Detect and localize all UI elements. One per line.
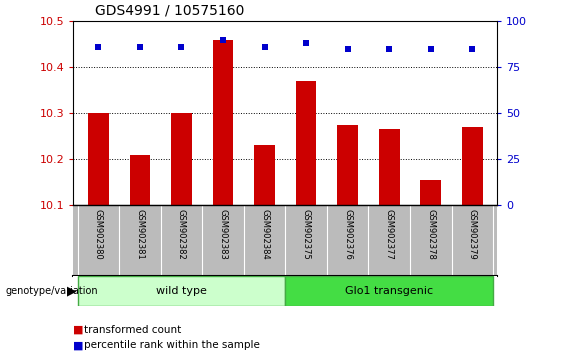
Bar (462, 127, 483, 205)
Bar (337, 125, 358, 205)
Text: wild type: wild type (156, 286, 207, 296)
Text: percentile rank within the sample: percentile rank within the sample (84, 340, 259, 350)
Point (260, 44, 269, 50)
Point (219, 37, 228, 42)
Bar (420, 180, 441, 205)
Point (468, 46, 477, 52)
Text: transformed count: transformed count (84, 325, 181, 335)
Point (136, 44, 145, 50)
Text: GSM902377: GSM902377 (385, 209, 394, 260)
Text: GDS4991 / 10575160: GDS4991 / 10575160 (95, 3, 244, 17)
Text: GSM902378: GSM902378 (426, 209, 435, 260)
Point (94, 44, 103, 50)
Text: GSM902379: GSM902379 (468, 209, 477, 259)
Text: genotype/variation: genotype/variation (6, 286, 98, 296)
Bar (129, 155, 150, 205)
Bar (77, 276, 285, 306)
Bar (171, 113, 192, 205)
Bar (379, 129, 399, 205)
Text: GSM902376: GSM902376 (343, 209, 352, 260)
Text: GSM902380: GSM902380 (94, 209, 103, 259)
Point (177, 44, 186, 50)
Text: ■: ■ (73, 325, 84, 335)
Text: ▶: ▶ (67, 285, 76, 298)
Bar (212, 40, 233, 205)
Bar (285, 276, 493, 306)
Bar (254, 145, 275, 205)
Text: GSM902382: GSM902382 (177, 209, 186, 259)
Bar (295, 81, 316, 205)
Text: Glo1 transgenic: Glo1 transgenic (345, 286, 433, 296)
Text: ■: ■ (73, 340, 84, 350)
Bar (88, 113, 108, 205)
Text: GSM902383: GSM902383 (219, 209, 228, 260)
Text: GSM902384: GSM902384 (260, 209, 269, 259)
Point (302, 40, 311, 46)
Point (426, 46, 435, 52)
Point (343, 46, 352, 52)
Text: GSM902375: GSM902375 (302, 209, 311, 259)
Point (385, 46, 394, 52)
Text: GSM902381: GSM902381 (136, 209, 145, 259)
